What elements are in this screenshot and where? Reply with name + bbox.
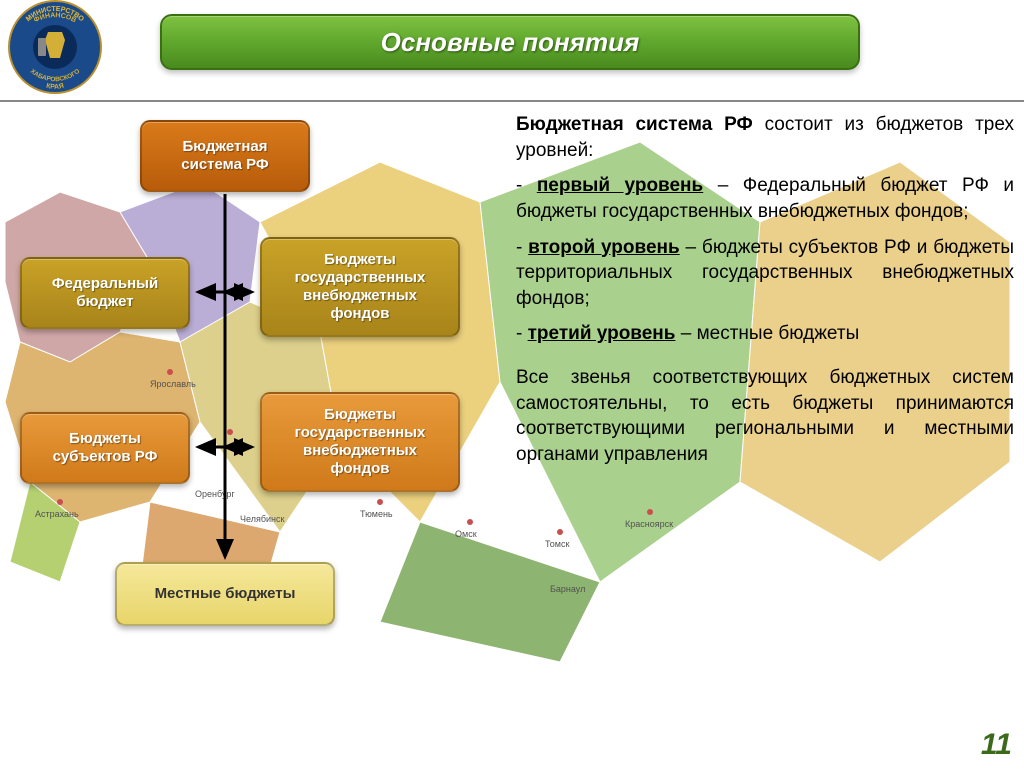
level1-para: - первый уровень – Федераль­ный бюджет Р… — [516, 173, 1014, 224]
node-local-budgets: Местные бюджеты — [115, 562, 335, 626]
node-subject-budgets: Бюджеты субъектов РФ — [20, 412, 190, 484]
ministry-emblem: МИНИСТЕРСТВО МИНИСТЕРСТВО ФИНАНСОВ ХАБАР… — [8, 0, 103, 95]
header: МИНИСТЕРСТВО МИНИСТЕРСТВО ФИНАНСОВ ХАБАР… — [0, 0, 1024, 80]
footer-para: Все звенья соответствующих бюджетных сис… — [516, 365, 1014, 468]
svg-text:КРАЯ: КРАЯ — [45, 83, 64, 91]
level2-para: - второй уровень – бюджеты субъектов РФ … — [516, 235, 1014, 312]
level1-label: первый уровень — [537, 175, 703, 196]
intro-para: Бюджетная система РФ состоит из бюджетов… — [516, 112, 1014, 163]
level3-rest: – местные бюджеты — [675, 323, 859, 344]
intro-bold: Бюджетная система РФ — [516, 114, 753, 135]
page-title: Основные понятия — [381, 27, 640, 58]
node-state-extrabudget-funds-2: Бюджеты государственных внебюджетных фон… — [260, 392, 460, 492]
node-federal-budget: Федеральный бюджет — [20, 257, 190, 329]
level3-para: - третий уровень – местные бюджеты — [516, 321, 1014, 347]
level3-label: третий уровень — [528, 323, 676, 344]
title-bar: Основные понятия — [160, 14, 860, 70]
level2-label: второй уровень — [528, 237, 680, 258]
node-state-extrabudget-funds-1: Бюджеты государственных внебюджетных фон… — [260, 237, 460, 337]
node-budget-system: Бюджетная система РФ — [140, 120, 310, 192]
page-number: 11 — [981, 728, 1012, 762]
content-area: Великий Новгород Ярославль Екатеринбург … — [0, 100, 1024, 768]
text-panel: Бюджетная система РФ состоит из бюджетов… — [516, 112, 1014, 752]
budget-diagram: Бюджетная система РФ Федеральный бюджет … — [0, 102, 500, 770]
